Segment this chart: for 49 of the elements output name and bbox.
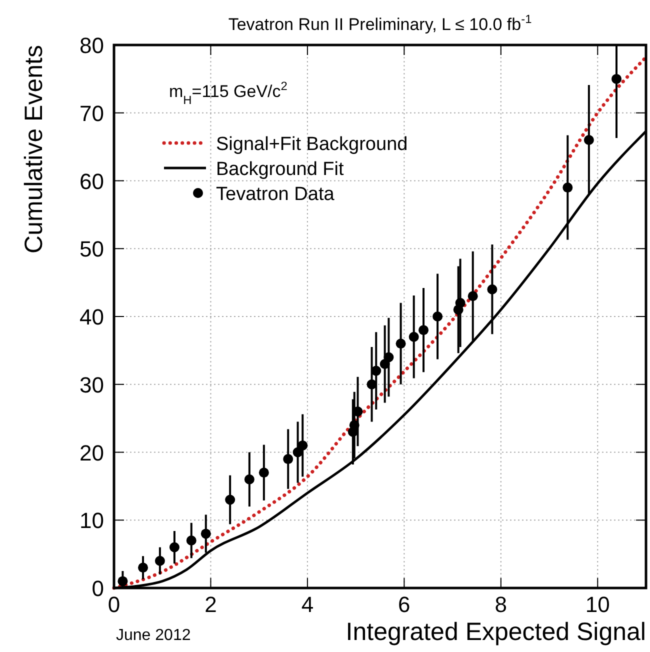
point	[225, 494, 236, 505]
point	[349, 420, 360, 430]
point	[169, 542, 180, 552]
y-tick-label: 10	[80, 508, 104, 534]
x-tick-label: 4	[301, 592, 314, 617]
legend-label: Signal+Fit Background	[216, 134, 408, 155]
point	[292, 447, 303, 458]
x-tick-label: 2	[204, 592, 217, 617]
x-tick-label: 0	[108, 592, 120, 617]
point	[186, 535, 196, 546]
point	[562, 182, 573, 193]
legend-label: Tevatron Data	[216, 184, 335, 205]
x-tick-label: 10	[585, 592, 610, 617]
point	[487, 284, 498, 294]
point	[244, 474, 254, 484]
annotation: m$_{H}$=115 GeV/c$^{2}$	[169, 79, 288, 107]
point	[432, 312, 443, 322]
point	[366, 379, 377, 390]
point	[138, 562, 148, 573]
point	[612, 74, 622, 84]
text: June 2012	[116, 627, 191, 644]
point	[396, 338, 406, 349]
y-tick-label: 40	[80, 304, 104, 330]
y-tick-label: 80	[80, 33, 104, 58]
point	[455, 298, 466, 308]
point	[418, 325, 429, 336]
x-tick-label: 6	[398, 592, 410, 617]
legend-label: Background Fit	[216, 159, 345, 180]
y-tick-label: 50	[80, 236, 104, 262]
point	[154, 556, 165, 566]
point	[258, 468, 269, 478]
chart-title: Tevatron Run II Preliminary, L ≤ 10.0 fb$^{-1}$	[228, 12, 532, 34]
point	[408, 332, 419, 342]
point	[200, 528, 211, 539]
point	[118, 576, 128, 586]
y-tick-label: 30	[80, 372, 104, 398]
x-tick-label: 8	[494, 592, 508, 617]
point	[384, 352, 394, 362]
point	[371, 366, 382, 376]
point	[584, 135, 594, 146]
y-tick-label: 60	[80, 168, 104, 194]
point	[283, 454, 294, 464]
point	[468, 291, 478, 302]
y-tick-label: 70	[80, 100, 104, 126]
x-axis-title: Integrated Expected Signal	[346, 618, 646, 646]
point	[298, 440, 308, 450]
y-axis-title: Cumulative Events	[20, 45, 48, 254]
y-tick-label: 0	[92, 576, 104, 601]
y-tick-label: 20	[80, 440, 104, 466]
